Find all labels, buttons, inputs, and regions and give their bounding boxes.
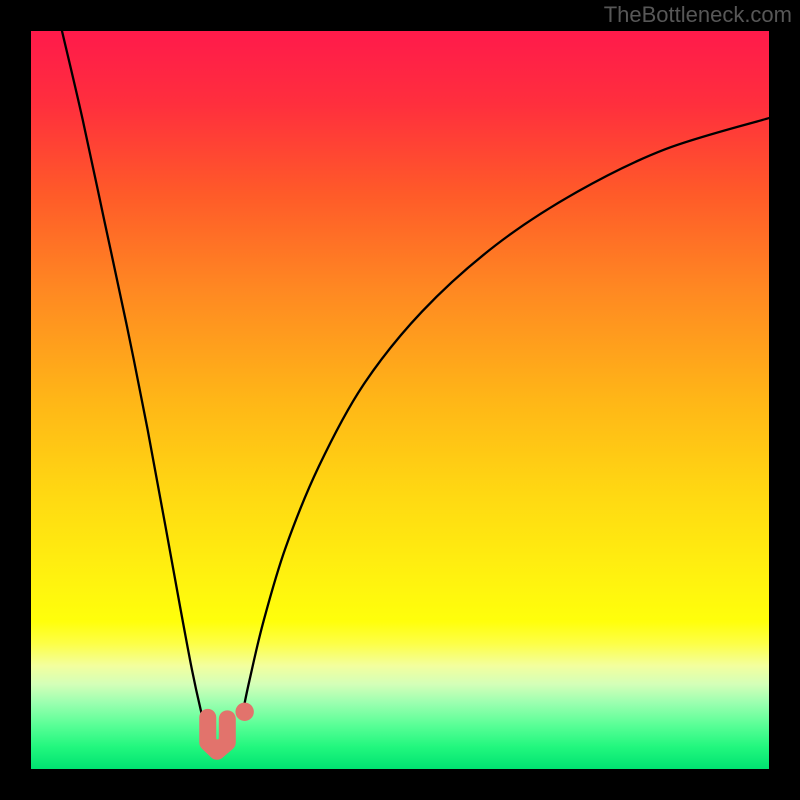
marker-dot xyxy=(235,703,253,721)
watermark-text: TheBottleneck.com xyxy=(604,2,792,28)
bottleneck-chart xyxy=(0,0,800,800)
chart-container: TheBottleneck.com xyxy=(0,0,800,800)
